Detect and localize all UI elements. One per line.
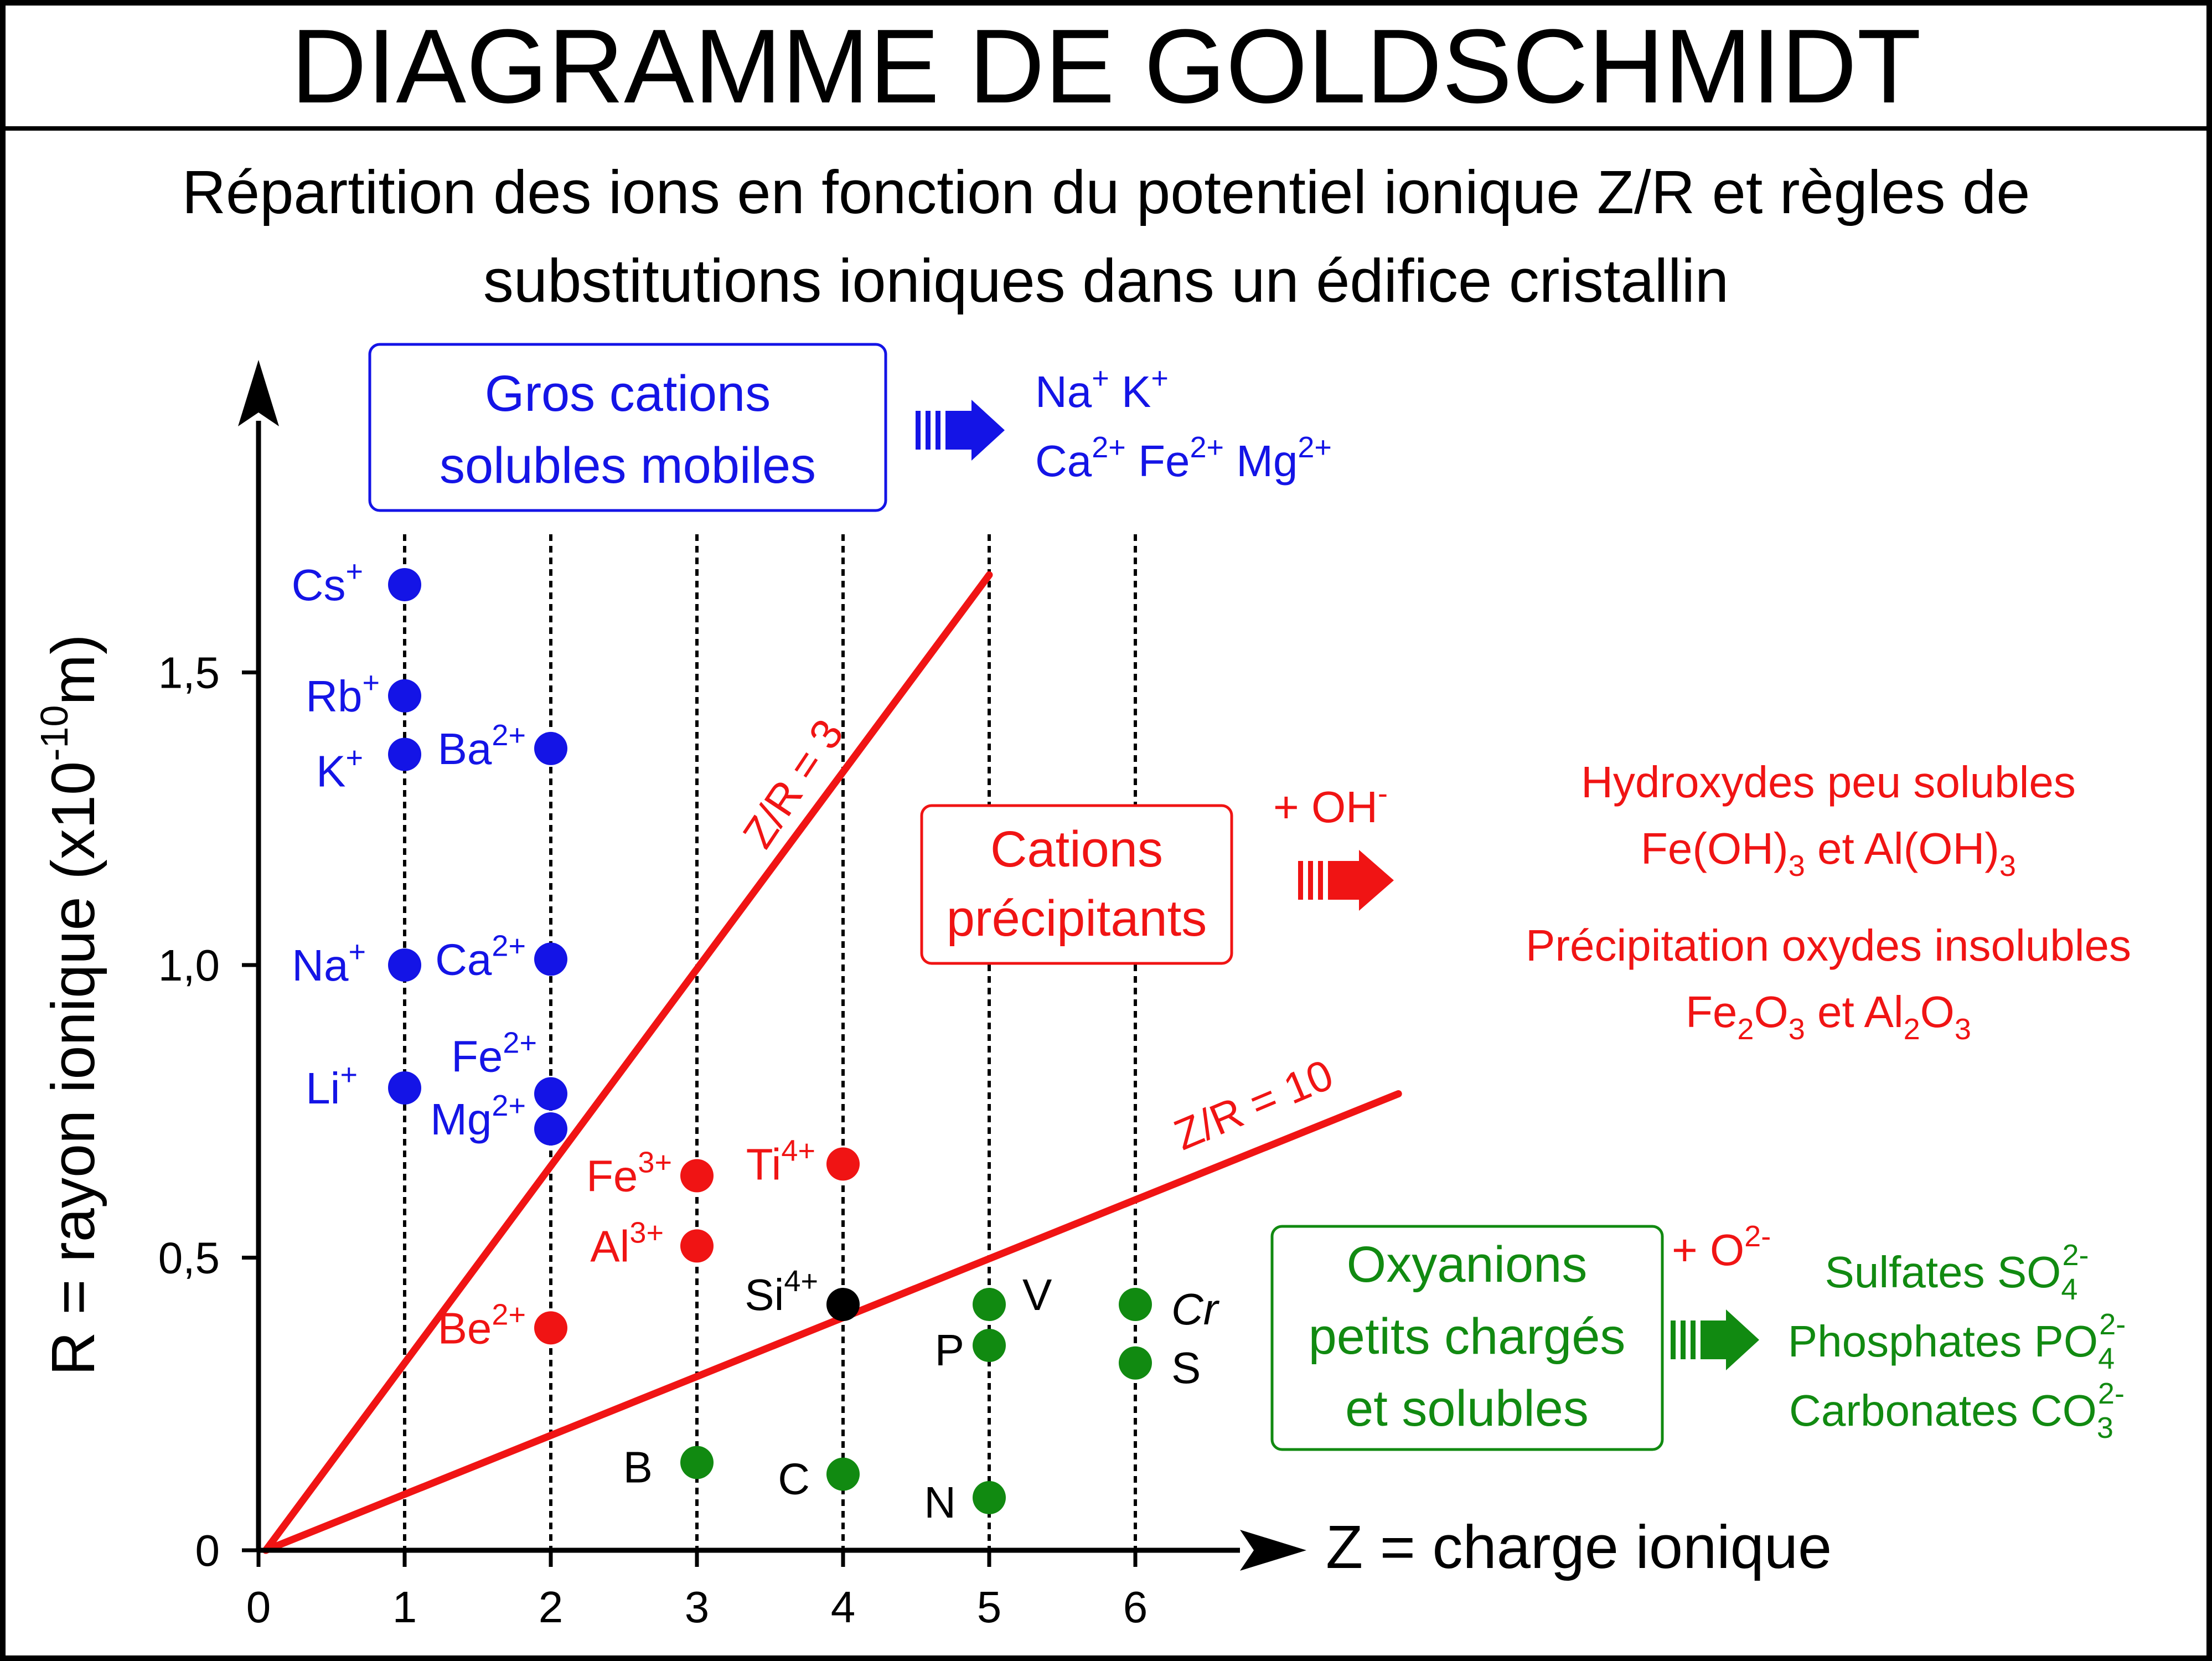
point-cr bbox=[1119, 1288, 1152, 1322]
point-rb-plus bbox=[388, 679, 421, 713]
point-s bbox=[1119, 1346, 1152, 1380]
x-tick-label-2: 2 bbox=[539, 1582, 564, 1632]
red-arrow-icon bbox=[1298, 850, 1394, 911]
point-al-3plus bbox=[680, 1229, 714, 1263]
y-tick-label-1,0: 1,0 bbox=[158, 941, 220, 990]
point-label-c: C bbox=[778, 1454, 810, 1504]
point-cs-plus bbox=[388, 568, 421, 601]
blue-box-line-2: solubles mobiles bbox=[440, 437, 816, 494]
red-box bbox=[920, 804, 1233, 965]
subtitle-line-1: Répartition des ions en fonction du pote… bbox=[182, 158, 2030, 226]
blue-group: Gros cations solubles mobiles Na+ K+ Ca2… bbox=[368, 343, 1332, 512]
y-axis-arrow-icon bbox=[238, 360, 279, 426]
x-axis-arrow-icon bbox=[1240, 1530, 1306, 1571]
x-tick-label-0: 0 bbox=[246, 1582, 271, 1632]
point-label-v: V bbox=[1022, 1270, 1052, 1319]
page-title: DIAGRAMME DE GOLDSCHMIDT bbox=[291, 8, 1921, 125]
point-label-n: N bbox=[924, 1478, 956, 1527]
point-label-ca-2plus: Ca2+ bbox=[435, 929, 526, 984]
x-tick-label-3: 3 bbox=[685, 1582, 710, 1632]
x-axis-label: Z = charge ionique bbox=[1326, 1513, 1832, 1581]
point-label-si-4plus: Si4+ bbox=[745, 1265, 818, 1319]
point-label-al-3plus: Al3+ bbox=[590, 1216, 664, 1271]
subtitle-line-2: substitutions ioniques dans un édifice c… bbox=[483, 247, 1729, 315]
x-tick-label-1: 1 bbox=[392, 1582, 417, 1632]
x-tick-label-5: 5 bbox=[977, 1582, 1002, 1632]
y-axis-label-unit: m) bbox=[39, 634, 107, 705]
point-label-ti-4plus: Ti4+ bbox=[746, 1134, 815, 1189]
point-label-mg-2plus: Mg2+ bbox=[430, 1089, 526, 1144]
green-box-line-2: petits chargés bbox=[1309, 1308, 1626, 1365]
point-b bbox=[680, 1446, 714, 1479]
point-fe-2plus bbox=[534, 1077, 567, 1111]
point-na-plus bbox=[388, 948, 421, 982]
axes bbox=[238, 360, 1306, 1571]
blue-outcome-line-1: Na+ K+ bbox=[1035, 362, 1169, 416]
point-label-li-plus: Li+ bbox=[306, 1058, 358, 1113]
point-ti-4plus bbox=[826, 1147, 860, 1181]
point-p bbox=[973, 1329, 1006, 1363]
point-n bbox=[973, 1481, 1006, 1514]
x-tick-label-4: 4 bbox=[831, 1582, 856, 1632]
point-label-b: B bbox=[623, 1442, 653, 1492]
blue-box bbox=[368, 343, 887, 512]
point-ca-2plus bbox=[534, 942, 567, 976]
point-label-na-plus: Na+ bbox=[292, 935, 366, 990]
point-label-fe-2plus: Fe2+ bbox=[451, 1026, 537, 1081]
data-points: Cs+ Rb+ K+ Na+ Li+ Ba2+ Ca2+ Fe2+ Mg2+ Be2+ Fe3+ Al… bbox=[292, 555, 1220, 1527]
point-label-s: S bbox=[1171, 1343, 1201, 1392]
y-axis-label-main: R = rayon ionique (x10 bbox=[39, 761, 107, 1376]
axis-ticks: 0 1 2 3 4 5 6 0 0,5 1,0 1,5 bbox=[158, 648, 1148, 1632]
y-tick-label-1,5: 1,5 bbox=[158, 648, 220, 698]
red-reagent: + OH- bbox=[1273, 777, 1388, 832]
red-group: Cations précipitants + OH- Hydroxydes pe… bbox=[920, 757, 2131, 1046]
green-reagent: + O2- bbox=[1672, 1220, 1771, 1275]
point-c bbox=[826, 1457, 860, 1491]
point-label-rb-plus: Rb+ bbox=[306, 666, 380, 721]
green-arrow-icon bbox=[1671, 1309, 1759, 1370]
point-label-ba-2plus: Ba2+ bbox=[438, 719, 526, 773]
green-box-line-1: Oxyanions bbox=[1347, 1236, 1588, 1293]
point-mg-2plus bbox=[534, 1112, 567, 1146]
blue-outcome-line-2: Ca2+ Fe2+ Mg2+ bbox=[1035, 431, 1332, 486]
red-box-line-2: précipitants bbox=[947, 890, 1207, 947]
y-axis-label-exp: -10 bbox=[33, 705, 76, 761]
point-label-p: P bbox=[935, 1325, 964, 1375]
point-label-cr: Cr bbox=[1171, 1285, 1220, 1334]
point-label-fe-3plus: Fe3+ bbox=[586, 1146, 672, 1201]
ratio-line-3 bbox=[262, 571, 993, 1554]
y-axis-label: R = rayon ionique (x10-10m) bbox=[33, 634, 107, 1375]
point-label-k-plus: K+ bbox=[316, 741, 363, 796]
point-k-plus bbox=[388, 737, 421, 771]
red-outcome-line-1: Hydroxydes peu solubles bbox=[1581, 757, 2076, 807]
point-fe-3plus bbox=[680, 1159, 714, 1193]
point-label-be-2plus: Be2+ bbox=[438, 1298, 526, 1353]
point-be-2plus bbox=[534, 1311, 567, 1345]
y-tick-label-0: 0 bbox=[195, 1526, 220, 1575]
green-group: Oxyanions petits chargés et solubles + O… bbox=[1270, 1220, 2126, 1451]
red-outcome-line-4: Fe2O3 et Al2O3 bbox=[1686, 987, 1971, 1046]
green-outcome-line-1: Sulfates SO42- bbox=[1825, 1239, 2089, 1306]
point-v bbox=[973, 1288, 1006, 1322]
green-outcome-line-2: Phosphates PO42- bbox=[1788, 1308, 2126, 1375]
x-tick-label-6: 6 bbox=[1123, 1582, 1148, 1632]
point-label-cs-plus: Cs+ bbox=[292, 555, 363, 610]
green-outcome-line-3: Carbonates CO32- bbox=[1789, 1377, 2125, 1445]
red-box-line-1: Cations bbox=[990, 821, 1163, 878]
red-outcome-line-3: Précipitation oxydes insolubles bbox=[1526, 921, 2131, 970]
ratio-line-10 bbox=[262, 1090, 1402, 1554]
point-si-4plus bbox=[826, 1288, 860, 1322]
green-box bbox=[1270, 1225, 1664, 1451]
red-outcome-line-2: Fe(OH)3 et Al(OH)3 bbox=[1641, 824, 2016, 883]
point-ba-2plus bbox=[534, 731, 567, 765]
y-tick-label-0,5: 0,5 bbox=[158, 1234, 220, 1283]
blue-box-line-1: Gros cations bbox=[485, 365, 771, 422]
point-li-plus bbox=[388, 1071, 421, 1105]
green-box-line-3: et solubles bbox=[1345, 1380, 1589, 1437]
blue-arrow-icon bbox=[916, 400, 1005, 461]
